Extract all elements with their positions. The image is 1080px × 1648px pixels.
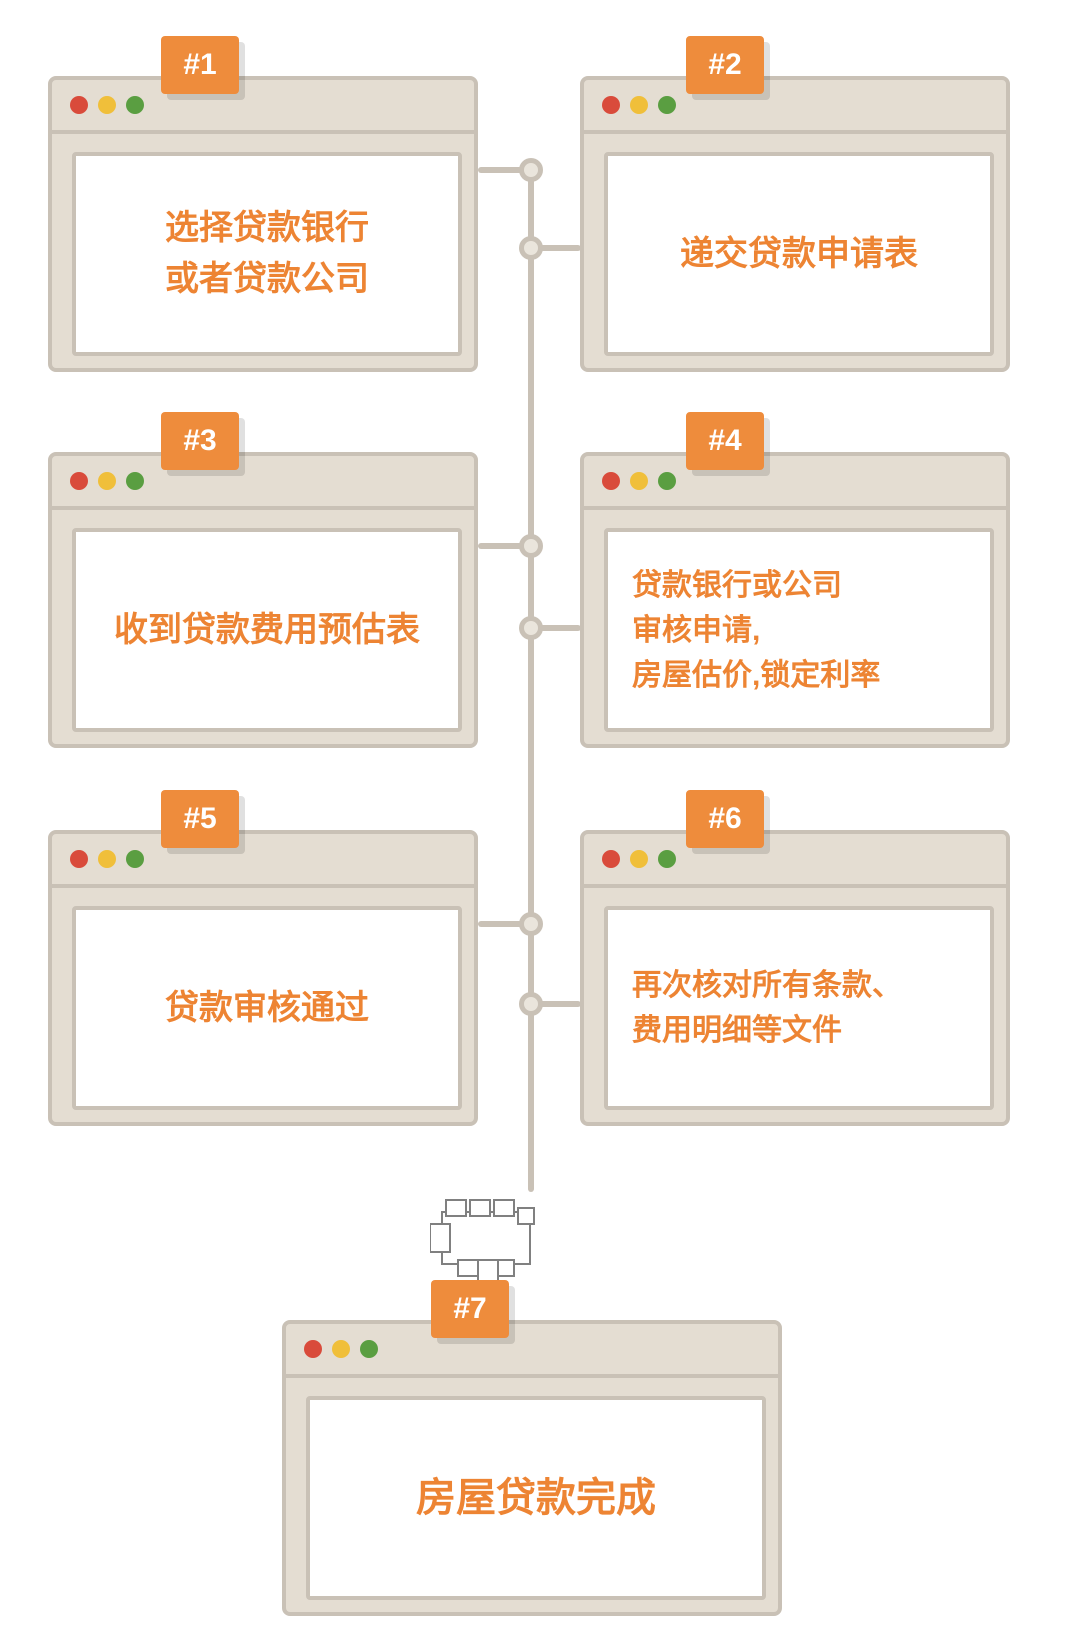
step-card-1: 选择贷款银行 或者贷款公司 — [48, 76, 478, 372]
connector-spine — [528, 170, 534, 1192]
step-badge-5: #5 — [161, 790, 239, 848]
connector-node — [519, 992, 543, 1016]
step-content: 贷款审核通过 — [72, 906, 462, 1110]
step-text: 贷款银行或公司 审核申请, 房屋估价,锁定利率 — [608, 563, 904, 698]
traffic-light-red-icon — [602, 472, 620, 490]
window-titlebar — [584, 80, 1006, 134]
step-text: 贷款审核通过 — [141, 983, 393, 1034]
step-badge-6: #6 — [686, 790, 764, 848]
step-card-6: 再次核对所有条款、 费用明细等文件 — [580, 830, 1010, 1126]
traffic-light-green-icon — [658, 472, 676, 490]
step-badge-4: #4 — [686, 412, 764, 470]
connector-node — [519, 158, 543, 182]
traffic-light-yellow-icon — [630, 472, 648, 490]
window-titlebar — [584, 456, 1006, 510]
traffic-light-green-icon — [126, 472, 144, 490]
traffic-light-green-icon — [126, 850, 144, 868]
traffic-light-yellow-icon — [332, 1340, 350, 1358]
traffic-light-green-icon — [360, 1340, 378, 1358]
step-card-4: 贷款银行或公司 审核申请, 房屋估价,锁定利率 — [580, 452, 1010, 748]
connector-node — [519, 616, 543, 640]
step-card-5: 贷款审核通过 — [48, 830, 478, 1126]
flowchart-canvas: 选择贷款银行 或者贷款公司 #1 递交贷款申请表 #2 收到贷款费用预估表 #3 — [0, 0, 1080, 1648]
step-badge-3: #3 — [161, 412, 239, 470]
traffic-light-green-icon — [126, 96, 144, 114]
step-content: 房屋贷款完成 — [306, 1396, 766, 1600]
step-badge-1: #1 — [161, 36, 239, 94]
step-content: 递交贷款申请表 — [604, 152, 994, 356]
connector-node — [519, 912, 543, 936]
connector-node — [519, 236, 543, 260]
traffic-light-red-icon — [70, 472, 88, 490]
step-badge-7: #7 — [431, 1280, 509, 1338]
traffic-light-red-icon — [70, 96, 88, 114]
step-content: 贷款银行或公司 审核申请, 房屋估价,锁定利率 — [604, 528, 994, 732]
window-titlebar — [286, 1324, 778, 1378]
traffic-light-red-icon — [70, 850, 88, 868]
step-card-3: 收到贷款费用预估表 — [48, 452, 478, 748]
window-titlebar — [52, 456, 474, 510]
step-text: 选择贷款银行 或者贷款公司 — [141, 203, 393, 305]
step-content: 再次核对所有条款、 费用明细等文件 — [604, 906, 994, 1110]
traffic-light-red-icon — [602, 850, 620, 868]
traffic-light-green-icon — [658, 850, 676, 868]
window-titlebar — [584, 834, 1006, 888]
step-card-2: 递交贷款申请表 — [580, 76, 1010, 372]
step-badge-2: #2 — [686, 36, 764, 94]
traffic-light-yellow-icon — [98, 472, 116, 490]
traffic-light-yellow-icon — [630, 850, 648, 868]
window-titlebar — [52, 834, 474, 888]
step-text: 收到贷款费用预估表 — [90, 605, 444, 656]
step-card-7: 房屋贷款完成 — [282, 1320, 782, 1616]
step-text: 再次核对所有条款、 费用明细等文件 — [608, 963, 926, 1053]
traffic-light-yellow-icon — [630, 96, 648, 114]
step-content: 收到贷款费用预估表 — [72, 528, 462, 732]
step-text: 房屋贷款完成 — [392, 1468, 680, 1528]
traffic-light-red-icon — [602, 96, 620, 114]
traffic-light-green-icon — [658, 96, 676, 114]
connector-node — [519, 534, 543, 558]
traffic-light-yellow-icon — [98, 96, 116, 114]
step-text: 递交贷款申请表 — [656, 229, 942, 280]
step-content: 选择贷款银行 或者贷款公司 — [72, 152, 462, 356]
traffic-light-yellow-icon — [98, 850, 116, 868]
traffic-light-red-icon — [304, 1340, 322, 1358]
window-titlebar — [52, 80, 474, 134]
